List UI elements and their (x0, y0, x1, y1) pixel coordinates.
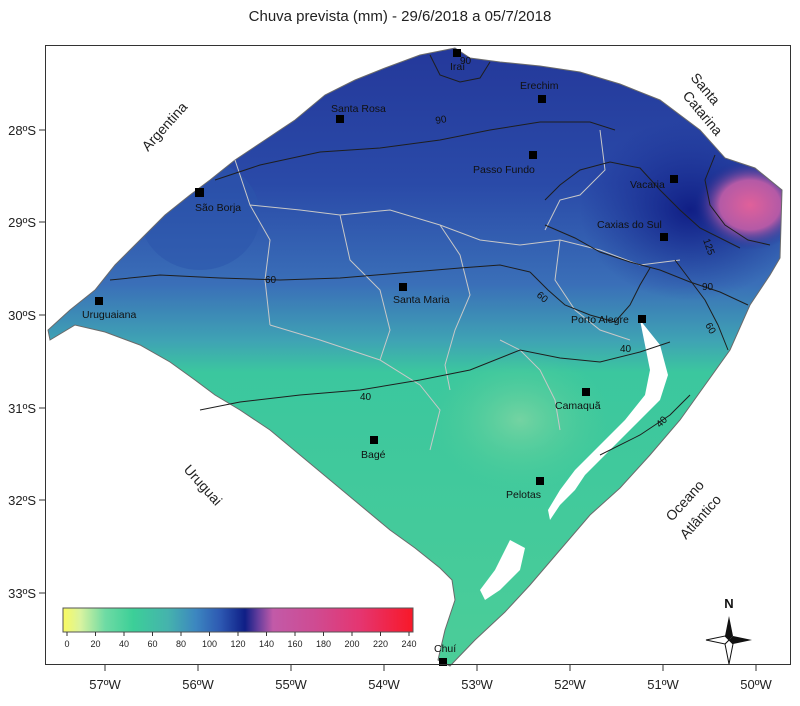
city-marker-bage (370, 436, 378, 444)
city-label-santa-rosa: Santa Rosa (331, 103, 386, 115)
city-marker-erechim (538, 95, 546, 103)
colorbar-tick-label: 0 (64, 639, 69, 649)
lat-tick-label: 32ºS (8, 493, 36, 508)
city-label-bage: Bagé (361, 449, 386, 461)
city-label-santa-maria: Santa Maria (393, 294, 450, 306)
colorbar-ticks: 0 20 40 60 80 100 120 140 160 180 200 220 240 (64, 632, 417, 649)
colorbar-tick-label: 220 (373, 639, 388, 649)
city-label-chui: Chuí (434, 643, 456, 655)
city-label-sao-borja: São Borja (195, 202, 241, 214)
contour-lines (109, 54, 771, 456)
city-marker-pelotas (536, 477, 544, 485)
city-label-irai: Iraí (450, 61, 465, 73)
lon-tick-label: 53ºW (461, 677, 493, 692)
city-marker-camaqua (582, 388, 590, 396)
label-uruguai: Uruguai (181, 461, 226, 508)
lat-tick-label: 29ºS (8, 215, 36, 230)
city-markers: Iraí Erechim Santa Rosa Passo Fundo Vaca… (82, 49, 678, 666)
city-label-caxias-do-sul: Caxias do Sul (597, 219, 662, 231)
lon-tick-label: 52ºW (554, 677, 586, 692)
contour-label: 60 (702, 321, 717, 337)
colorbar-tick-label: 160 (287, 639, 302, 649)
city-marker-passo-fundo (529, 151, 537, 159)
city-marker-vacaria (670, 175, 678, 183)
city-label-uruguaiana: Uruguaiana (82, 309, 136, 321)
colorbar-tick-label: 60 (147, 639, 157, 649)
colorbar-tick-label: 120 (230, 639, 245, 649)
city-label-porto-alegre: Porto Alegre (571, 314, 629, 326)
city-label-pelotas: Pelotas (506, 489, 541, 501)
longitude-axis: 57ºW 56ºW 55ºW 54ºW 53ºW 52ºW 51ºW 50ºW (89, 665, 772, 692)
lon-tick-label: 55ºW (275, 677, 307, 692)
city-marker-caxias-do-sul (660, 233, 668, 241)
colorbar-tick-label: 100 (202, 639, 217, 649)
colorbar-tick-label: 80 (176, 639, 186, 649)
colorbar-tick-label: 240 (401, 639, 416, 649)
lat-tick-label: 30ºS (8, 308, 36, 323)
colorbar: 0 20 40 60 80 100 120 140 160 180 200 220 240 (62, 607, 417, 649)
contour-label: 90 (460, 56, 472, 67)
latitude-axis: 28ºS 29ºS 30ºS 31ºS 32ºS 33ºS (8, 123, 45, 601)
colorbar-tick-label: 140 (259, 639, 274, 649)
lon-tick-label: 57ºW (89, 677, 121, 692)
label-argentina: Argentina (138, 99, 190, 154)
lat-tick-label: 31ºS (8, 401, 36, 416)
lon-tick-label: 50ºW (740, 677, 772, 692)
city-marker-sao-borja (195, 188, 204, 197)
colorbar-gradient (62, 607, 414, 633)
contour-label: 90 (435, 114, 448, 127)
city-label-passo-fundo: Passo Fundo (473, 164, 535, 176)
city-marker-uruguaiana (95, 297, 103, 305)
city-marker-chui (439, 658, 447, 666)
lon-tick-label: 54ºW (368, 677, 400, 692)
contour-label: 40 (360, 392, 372, 403)
contour-label: 60 (265, 275, 277, 286)
city-marker-santa-rosa (336, 115, 344, 123)
city-label-vacaria: Vacaria (630, 179, 665, 191)
north-arrow-icon: N (705, 596, 752, 665)
contour-label: 40 (620, 344, 632, 355)
lagoa-mirim (480, 540, 525, 600)
map-title: Chuva prevista (mm) - 29/6/2018 a 05/7/2… (248, 8, 552, 25)
region-boundaries (234, 129, 681, 451)
colorbar-tick-label: 40 (119, 639, 129, 649)
lon-tick-label: 51ºW (647, 677, 679, 692)
lat-tick-label: 28ºS (8, 123, 36, 138)
lat-tick-label: 33ºS (8, 586, 36, 601)
lagoa-dos-patos (548, 320, 668, 520)
lon-tick-label: 56ºW (182, 677, 214, 692)
city-marker-irai (453, 49, 461, 57)
colorbar-tick-label: 180 (316, 639, 331, 649)
colorbar-tick-label: 200 (344, 639, 359, 649)
city-label-camaqua: Camaquã (555, 400, 601, 412)
colorbar-tick-label: 20 (90, 639, 100, 649)
city-marker-santa-maria (399, 283, 407, 291)
city-marker-porto-alegre (638, 315, 646, 323)
map-frame (45, 45, 791, 665)
contour-label: 90 (702, 282, 714, 293)
north-label: N (724, 596, 733, 611)
city-label-erechim: Erechim (520, 80, 559, 92)
